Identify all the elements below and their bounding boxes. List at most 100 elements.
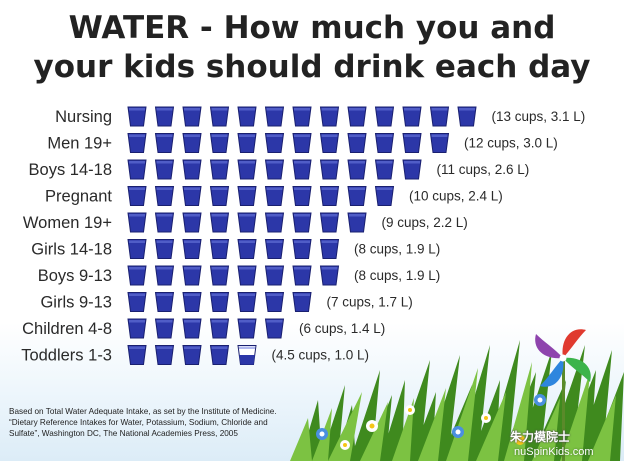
cup-icon xyxy=(264,318,285,339)
cup-icon xyxy=(182,106,202,127)
cup-icon xyxy=(154,212,175,233)
cup-icon xyxy=(154,292,175,312)
footnote: Based on Total Water Adequate Intake, as… xyxy=(9,406,309,439)
cup-icon xyxy=(237,159,257,180)
cup-icon xyxy=(237,239,257,259)
value-label: (13 cups, 3.1 L) xyxy=(492,109,586,124)
cup-icon xyxy=(402,159,422,180)
cup-icon xyxy=(374,186,395,206)
cup-icon xyxy=(347,212,367,233)
cup-icon xyxy=(292,159,312,180)
row-label: Women 19+ xyxy=(23,214,112,232)
cup-icon xyxy=(154,265,175,286)
cup-icon xyxy=(127,186,147,206)
cup-icon xyxy=(127,318,147,339)
cup-icon xyxy=(319,265,340,286)
cup-icon xyxy=(209,292,230,312)
cup-icon xyxy=(237,292,257,312)
cup-icon xyxy=(264,106,285,127)
cup-icon xyxy=(264,133,285,153)
cup-icon xyxy=(127,239,147,259)
cup-icon xyxy=(209,212,230,233)
footnote-line1: Based on Total Water Adequate Intake, as… xyxy=(9,407,277,416)
cup-icon xyxy=(237,133,257,153)
cup-icon xyxy=(402,106,422,127)
cup-icon xyxy=(319,239,340,259)
cup-icon xyxy=(209,345,230,365)
brand-url: nuSpinKids.com xyxy=(514,446,594,458)
chart-title-line2: your kids should drink each day xyxy=(33,49,591,85)
row-label: Men 19+ xyxy=(47,135,112,153)
cup-icon xyxy=(319,106,340,127)
value-label: (8 cups, 1.9 L) xyxy=(354,242,440,257)
cup-icon xyxy=(182,265,202,286)
cup-icon xyxy=(429,133,450,153)
cup-icon xyxy=(347,133,367,153)
cup-icon xyxy=(209,106,230,127)
cup-icon xyxy=(127,133,147,153)
value-label: (12 cups, 3.0 L) xyxy=(464,136,558,151)
value-label: (7 cups, 1.7 L) xyxy=(327,295,413,310)
chart-title-line1: WATER - How much you and xyxy=(68,10,556,46)
row-label: Children 4-8 xyxy=(22,320,112,338)
cup-icon xyxy=(127,265,147,286)
cup-icon xyxy=(264,186,285,206)
cup-icon xyxy=(347,186,367,206)
grass-blades-icon xyxy=(290,340,624,461)
cup-icon xyxy=(292,212,312,233)
cup-icon xyxy=(154,239,175,259)
cup-icon xyxy=(127,159,147,180)
cup-icon xyxy=(292,265,312,286)
watermark: 朱力模院士 xyxy=(510,430,571,444)
value-label: (4.5 cups, 1.0 L) xyxy=(272,348,370,363)
cup-icon xyxy=(237,345,257,365)
cup-icon xyxy=(264,159,285,180)
row-label: Pregnant xyxy=(45,188,112,206)
value-label: (11 cups, 2.6 L) xyxy=(437,162,530,177)
cup-icon xyxy=(402,133,422,153)
cup-icon xyxy=(429,106,450,127)
cup-icon xyxy=(237,318,257,339)
cup-icon xyxy=(182,345,202,365)
cup-icon xyxy=(292,133,312,153)
cup-icon xyxy=(209,186,230,206)
value-label: (6 cups, 1.4 L) xyxy=(299,321,385,336)
cup-icon xyxy=(127,345,147,365)
cup-icon xyxy=(182,159,202,180)
cup-icon xyxy=(457,106,477,127)
cup-icon xyxy=(347,159,367,180)
cup-icon xyxy=(319,186,340,206)
cup-icon xyxy=(319,159,340,180)
row-label: Toddlers 1-3 xyxy=(21,347,112,365)
value-label: (10 cups, 2.4 L) xyxy=(409,189,503,204)
row-label: Nursing xyxy=(55,108,112,126)
row-label: Boys 9-13 xyxy=(38,267,112,285)
row-label: Girls 9-13 xyxy=(40,294,112,312)
footnote-line3: Sulfate”, Washington DC, The National Ac… xyxy=(9,429,238,438)
flowers-icon xyxy=(316,394,546,450)
cup-icon xyxy=(319,133,340,153)
cup-icon xyxy=(182,318,202,339)
cup-icon xyxy=(292,106,312,127)
cup-icon xyxy=(292,292,312,312)
cup-icon xyxy=(154,186,175,206)
cup-icon xyxy=(154,133,175,153)
cup-icon xyxy=(237,186,257,206)
cup-icon xyxy=(264,239,285,259)
cup-icon xyxy=(237,265,257,286)
cup-icon xyxy=(154,345,175,365)
cup-icon xyxy=(154,106,175,127)
row-label: Boys 14-18 xyxy=(29,161,112,179)
cup-icon xyxy=(182,186,202,206)
cup-icon xyxy=(374,133,395,153)
cup-icon xyxy=(127,212,147,233)
cup-icon xyxy=(209,133,230,153)
cup-icon xyxy=(182,292,202,312)
cup-icon xyxy=(237,106,257,127)
cup-icon xyxy=(127,106,147,127)
cup-icon xyxy=(264,292,285,312)
cup-icon xyxy=(182,212,202,233)
cup-icon xyxy=(127,292,147,312)
